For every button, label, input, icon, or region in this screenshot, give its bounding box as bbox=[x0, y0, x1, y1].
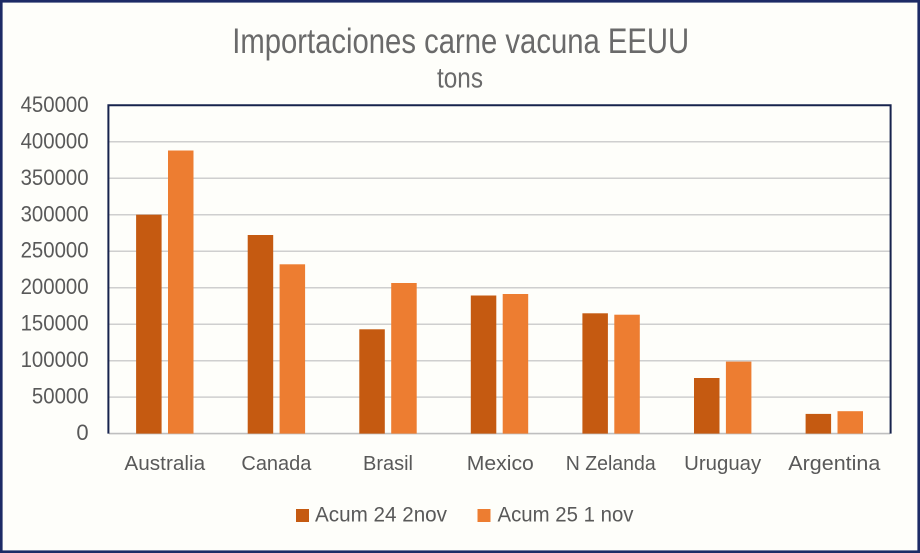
svg-text:350000: 350000 bbox=[21, 165, 89, 190]
svg-text:300000: 300000 bbox=[21, 201, 89, 226]
svg-text:Mexico: Mexico bbox=[467, 453, 534, 475]
svg-text:0: 0 bbox=[76, 420, 88, 445]
svg-text:Acum 24 2nov: Acum 24 2nov bbox=[315, 503, 447, 526]
svg-text:Argentina: Argentina bbox=[788, 453, 881, 475]
svg-text:200000: 200000 bbox=[21, 274, 89, 299]
svg-text:Importaciones carne vacuna EEU: Importaciones carne vacuna EEUU bbox=[232, 21, 689, 61]
svg-text:250000: 250000 bbox=[21, 238, 89, 263]
svg-text:150000: 150000 bbox=[21, 311, 89, 336]
svg-text:50000: 50000 bbox=[32, 384, 89, 409]
svg-text:Acum 25 1 nov: Acum 25 1 nov bbox=[498, 503, 634, 526]
svg-text:Uruguay: Uruguay bbox=[684, 453, 761, 475]
svg-text:100000: 100000 bbox=[21, 347, 89, 372]
svg-text:N Zelanda: N Zelanda bbox=[566, 453, 657, 475]
svg-text:450000: 450000 bbox=[21, 92, 89, 117]
svg-text:400000: 400000 bbox=[21, 128, 89, 153]
svg-text:tons: tons bbox=[437, 62, 483, 94]
svg-text:Canada: Canada bbox=[241, 453, 312, 475]
svg-text:Brasil: Brasil bbox=[363, 453, 413, 475]
svg-text:Australia: Australia bbox=[124, 453, 206, 475]
